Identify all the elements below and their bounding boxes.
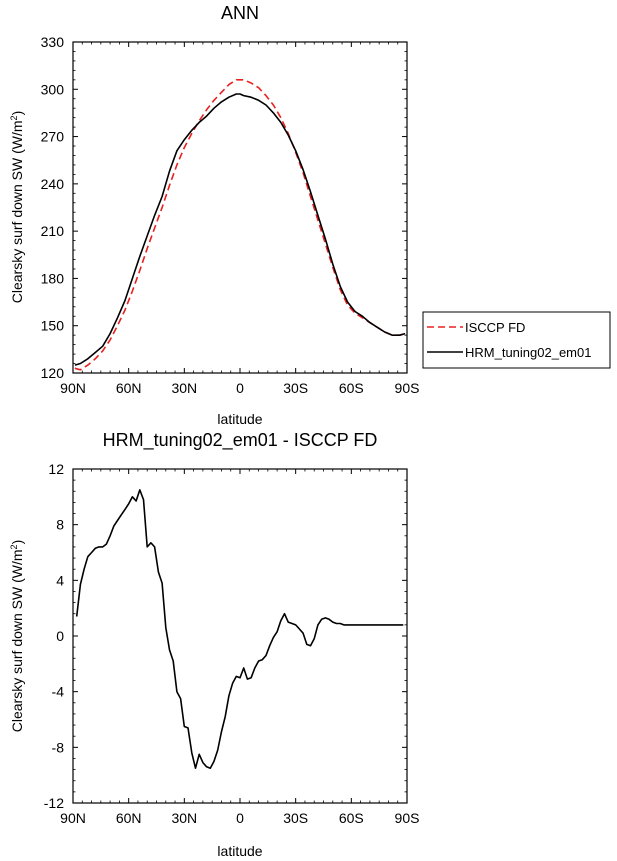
top-y-tick-label: 240: [41, 176, 65, 192]
legend-label-isccp: ISCCP FD: [465, 320, 525, 335]
bottom-y-axis-label: Clearsky surf down SW (W/m2): [9, 540, 25, 733]
bottom-x-tick-label: 30S: [283, 810, 308, 826]
bottom-panel-chart: HRM_tuning02_em01 - ISCCP FD 90N 60N 30N 0 3…: [9, 430, 419, 859]
top-y-tick-label: 270: [41, 129, 65, 145]
bottom-y-tick-label: 0: [56, 628, 64, 644]
bottom-x-tick-label: 60S: [339, 810, 364, 826]
top-y-tick-label: 300: [41, 81, 65, 97]
top-x-tick-label: 60S: [339, 380, 364, 396]
bottom-y-tick-label: 8: [56, 517, 64, 533]
top-x-tick-label: 90N: [60, 380, 86, 396]
top-series-line-isccp: [74, 79, 406, 371]
top-series-lines: [74, 79, 406, 371]
bottom-series-line-hrm: [75, 489, 404, 770]
bottom-chart-title: HRM_tuning02_em01 - ISCCP FD: [103, 430, 378, 451]
top-panel-chart: ANN 90N 60N 30N 0 30S 60S 90S 120 150 180 210 240 27…: [9, 3, 419, 427]
top-series-line-hrm: [74, 93, 406, 366]
top-plot-frame: [72, 41, 408, 374]
bottom-x-tick-label: 0: [236, 810, 244, 826]
bottom-axis-ticks: 90N 60N 30N 0 30S 60S 90S -12 -8 -4 0 4 8 12: [44, 461, 420, 826]
top-x-tick-label: 60N: [116, 380, 142, 396]
top-x-tick-label: 30N: [171, 380, 197, 396]
top-x-axis-label: latitude: [217, 411, 262, 427]
top-y-tick-label: 210: [41, 223, 65, 239]
legend: ISCCP FD HRM_tuning02_em01: [422, 311, 611, 369]
top-y-tick-label: 330: [41, 34, 65, 50]
bottom-x-axis-label: latitude: [217, 843, 262, 859]
top-x-tick-label: 90S: [395, 380, 420, 396]
top-y-tick-label: 180: [41, 270, 65, 286]
top-y-axis-label: Clearsky surf down SW (W/m2): [9, 111, 25, 304]
bottom-x-tick-label: 30N: [171, 810, 197, 826]
bottom-y-tick-label: 4: [56, 572, 64, 588]
top-chart-title: ANN: [221, 3, 259, 23]
bottom-x-tick-label: 60N: [116, 810, 142, 826]
bottom-x-tick-label: 90N: [60, 810, 86, 826]
bottom-y-tick-label: -8: [52, 739, 65, 755]
bottom-y-tick-label: -12: [44, 795, 64, 811]
top-y-tick-label: 120: [41, 365, 65, 381]
top-x-tick-label: 30S: [283, 380, 308, 396]
bottom-x-tick-label: 90S: [395, 810, 420, 826]
top-y-tick-label: 150: [41, 318, 65, 334]
bottom-y-tick-label: -4: [52, 684, 65, 700]
bottom-series-lines: [75, 489, 404, 770]
legend-label-hrm: HRM_tuning02_em01: [465, 345, 591, 360]
bottom-plot-frame: [72, 468, 408, 804]
bottom-y-tick-label: 12: [48, 461, 64, 477]
legend-box: [422, 311, 611, 369]
top-x-tick-label: 0: [236, 380, 244, 396]
top-axis-ticks: 90N 60N 30N 0 30S 60S 90S 120 150 180 210 240 270 300…: [41, 34, 420, 396]
